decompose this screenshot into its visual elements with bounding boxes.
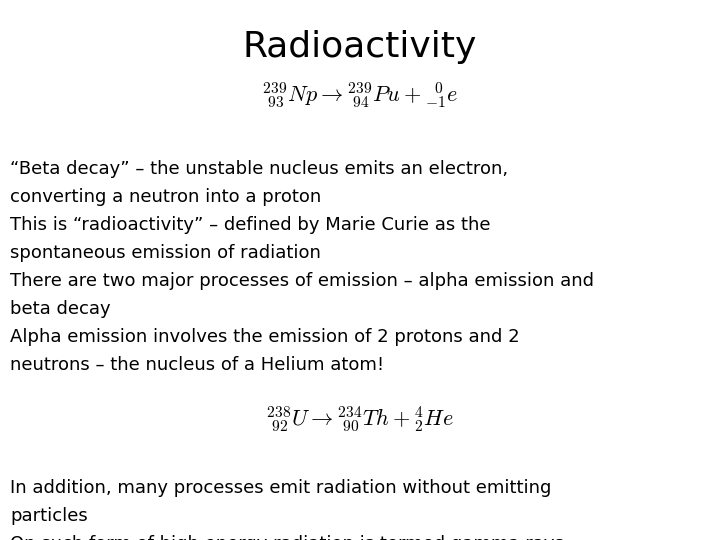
- Text: neutrons – the nucleus of a Helium atom!: neutrons – the nucleus of a Helium atom!: [10, 356, 384, 374]
- Text: converting a neutron into a proton: converting a neutron into a proton: [10, 188, 321, 206]
- Text: This is “radioactivity” – defined by Marie Curie as the: This is “radioactivity” – defined by Mar…: [10, 216, 490, 234]
- Text: $^{238}_{\ 92}U\rightarrow^{234}_{\ 90}Th+^{4}_{2}He$: $^{238}_{\ 92}U\rightarrow^{234}_{\ 90}T…: [266, 404, 454, 434]
- Text: “Beta decay” – the unstable nucleus emits an electron,: “Beta decay” – the unstable nucleus emit…: [10, 160, 508, 178]
- Text: beta decay: beta decay: [10, 300, 111, 318]
- Text: $^{239}_{\ 93}Np\rightarrow^{239}_{\ 94}Pu+^{\ \ 0}_{-1}e$: $^{239}_{\ 93}Np\rightarrow^{239}_{\ 94}…: [262, 80, 458, 110]
- Text: On such form of high energy radiation is termed gamma rays: On such form of high energy radiation is…: [10, 535, 564, 540]
- Text: Alpha emission involves the emission of 2 protons and 2: Alpha emission involves the emission of …: [10, 328, 520, 346]
- Text: Radioactivity: Radioactivity: [243, 30, 477, 64]
- Text: There are two major processes of emission – alpha emission and: There are two major processes of emissio…: [10, 272, 594, 290]
- Text: particles: particles: [10, 507, 88, 525]
- Text: spontaneous emission of radiation: spontaneous emission of radiation: [10, 244, 321, 262]
- Text: In addition, many processes emit radiation without emitting: In addition, many processes emit radiati…: [10, 479, 552, 497]
